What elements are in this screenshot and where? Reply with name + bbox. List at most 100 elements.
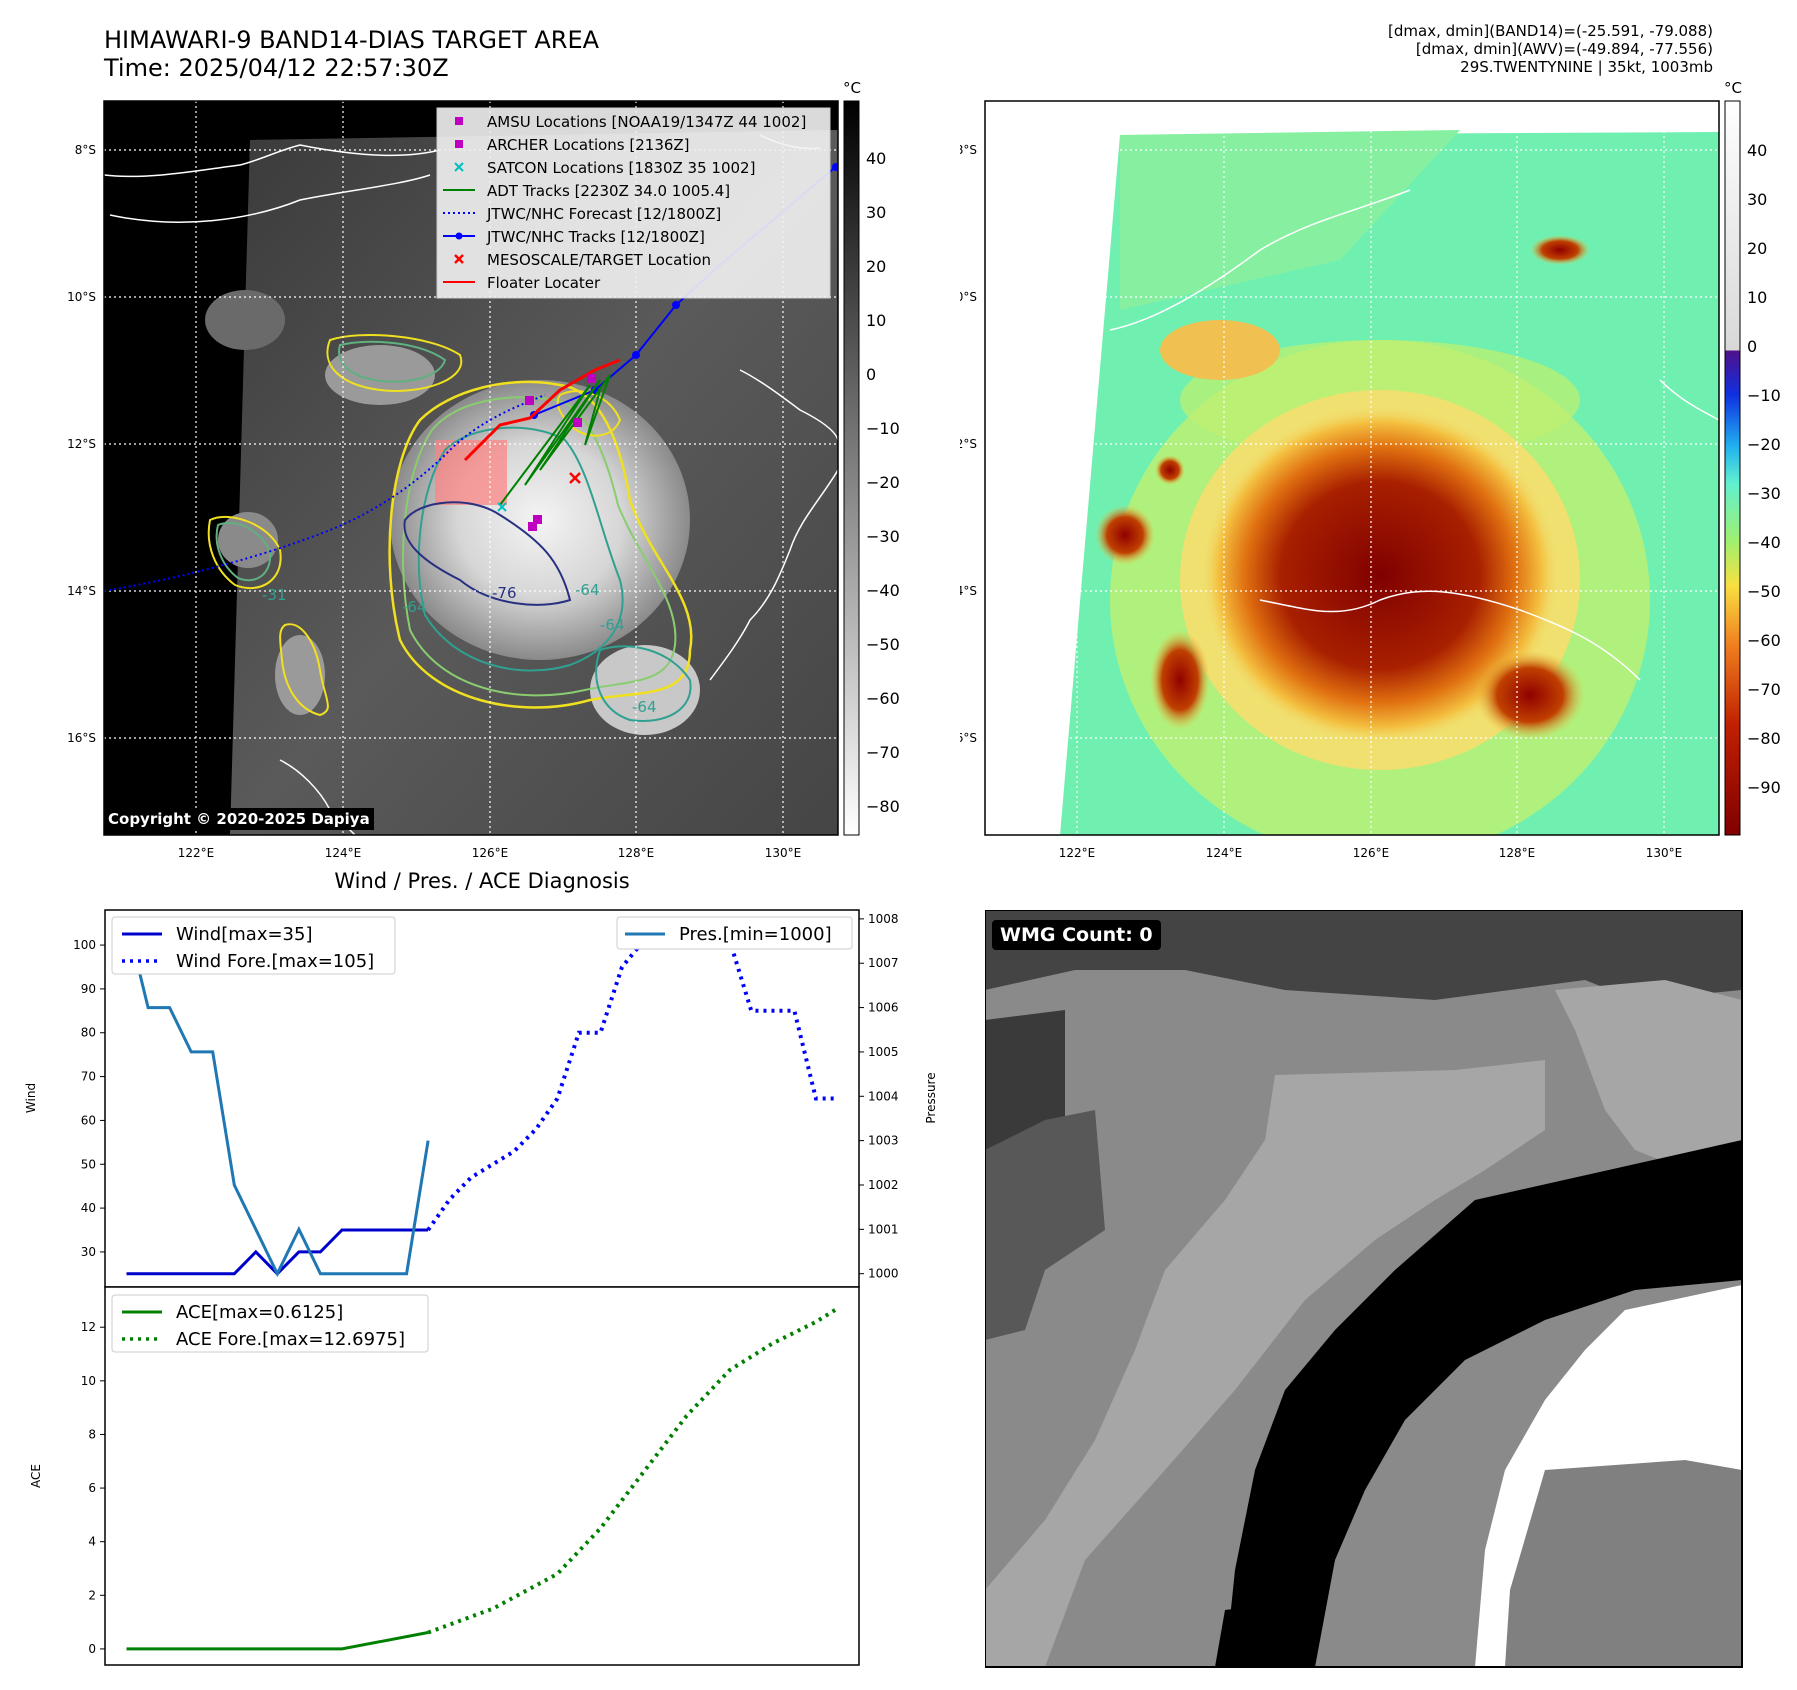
legend-mesoscale: MESOSCALE/TARGET Location <box>487 251 711 269</box>
ace-axis-label: ACE <box>29 1464 43 1488</box>
svg-text:−30: −30 <box>1747 484 1781 503</box>
y-tick-label: 30 <box>81 1245 96 1259</box>
series-line-pres <box>125 918 430 1278</box>
svg-text:10°S: 10°S <box>960 290 977 304</box>
svg-text:10°S: 10°S <box>67 290 96 304</box>
svg-text:−10: −10 <box>1747 386 1781 405</box>
pressure-axis-label: Pressure <box>924 1072 938 1123</box>
diagnosis-panel: Wind / Pres. / ACE Diagnosis 30405060708… <box>24 869 938 1666</box>
series-line-ace <box>126 1631 429 1651</box>
svg-text:0: 0 <box>866 365 876 384</box>
y2-tick-label: 1008 <box>868 912 899 926</box>
target-location-marker <box>569 472 581 484</box>
wind-axis-label: Wind <box>24 1083 38 1113</box>
svg-text:0: 0 <box>1747 337 1757 356</box>
awv-colorbar <box>1724 100 1741 836</box>
y-tick-label: 60 <box>81 1113 96 1127</box>
y-tick-label: 80 <box>81 1026 96 1040</box>
svg-text:−20: −20 <box>866 473 900 492</box>
ir-map-panel: -31 -64 -76 -64 -64 -64 AMSU Locations [… <box>67 79 900 860</box>
svg-text:16°S: 16°S <box>960 731 977 745</box>
svg-text:−30: −30 <box>866 527 900 546</box>
svg-text:124°E: 124°E <box>1206 846 1243 860</box>
y-tick-label: 90 <box>81 982 96 996</box>
awv-colorbar-ticks: 40 30 20 10 0 −10 −20 −30 −40 −50 −60 −7… <box>1747 141 1781 797</box>
legend-amsu: AMSU Locations [NOAA19/1347Z 44 1002] <box>487 113 806 131</box>
wmg-panel <box>985 910 1743 1668</box>
svg-text:−20: −20 <box>1747 435 1781 454</box>
adt-tracks <box>499 374 611 506</box>
y-tick-label: 40 <box>81 1201 96 1215</box>
y2-tick-label: 1005 <box>868 1045 899 1059</box>
y-tick-label: 10 <box>81 1374 96 1388</box>
y-tick-label: 4 <box>88 1535 96 1549</box>
awv-map-panel: 8°S 10°S 12°S 14°S 16°S 122°E 124°E 126°… <box>960 80 1781 860</box>
floater-locater <box>463 358 621 462</box>
svg-text:14°S: 14°S <box>67 584 96 598</box>
awv-lat-labels: 8°S 10°S 12°S 14°S 16°S <box>960 143 977 745</box>
y-tick-label: 50 <box>81 1157 96 1171</box>
svg-text:122°E: 122°E <box>1059 846 1096 860</box>
y2-tick-label: 1007 <box>868 956 899 970</box>
svg-text:30: 30 <box>866 203 886 222</box>
y-tick-label: 8 <box>88 1427 96 1441</box>
y-tick-label: 100 <box>73 938 96 952</box>
legend-jtwc-tracks: JTWC/NHC Tracks [12/1800Z] <box>486 228 705 246</box>
svg-text:126°E: 126°E <box>472 846 509 860</box>
svg-text:−80: −80 <box>866 797 900 816</box>
stats-header: [dmax, dmin](BAND14)=(-25.591, -79.088)[… <box>1388 22 1713 76</box>
svg-text:8°S: 8°S <box>75 143 96 157</box>
y2-tick-label: 1003 <box>868 1134 899 1148</box>
svg-text:-64: -64 <box>600 616 625 634</box>
legend-floater: Floater Locater <box>487 274 601 292</box>
svg-text:-31: -31 <box>262 586 287 604</box>
svg-text:-76: -76 <box>492 584 517 602</box>
svg-text:12°S: 12°S <box>960 437 977 451</box>
svg-text:−40: −40 <box>866 581 900 600</box>
y-tick-label: 2 <box>88 1588 96 1602</box>
y2-tick-label: 1001 <box>868 1222 899 1236</box>
svg-text:40: 40 <box>866 149 886 168</box>
svg-text:130°E: 130°E <box>765 846 802 860</box>
wind-legend: Wind[max=35] Wind Fore.[max=105] <box>111 916 396 975</box>
awv-lon-labels: 122°E 124°E 126°E 128°E 130°E <box>1059 846 1683 860</box>
legend-wind-forecast: Wind Fore.[max=105] <box>176 951 374 972</box>
y2-tick-label: 1000 <box>868 1267 899 1281</box>
svg-text:128°E: 128°E <box>1499 846 1536 860</box>
svg-text:16°S: 16°S <box>67 731 96 745</box>
svg-text:10: 10 <box>1747 288 1767 307</box>
legend-ace: ACE[max=0.6125] <box>176 1302 343 1323</box>
svg-text:130°E: 130°E <box>1646 846 1683 860</box>
series-line-ace-fore <box>427 1306 839 1635</box>
awv-colorbar-unit: °C <box>1724 80 1742 97</box>
svg-text:-64: -64 <box>575 581 600 599</box>
series-line-wind-fore <box>426 925 838 1232</box>
svg-text:40: 40 <box>1747 141 1767 160</box>
svg-text:−70: −70 <box>866 743 900 762</box>
wmg-count-badge: WMG Count: 0 <box>992 920 1161 950</box>
svg-text:−60: −60 <box>1747 631 1781 650</box>
svg-text:20: 20 <box>866 257 886 276</box>
svg-text:−50: −50 <box>1747 582 1781 601</box>
ir-lon-labels: 122°E 124°E 126°E 128°E 130°E <box>178 846 802 860</box>
copyright-badge: Copyright © 2020-2025 Dapiya <box>104 808 374 830</box>
y2-tick-label: 1002 <box>868 1178 899 1192</box>
contour-labels: -31 -64 -76 -64 -64 -64 <box>262 581 657 716</box>
svg-text:14°S: 14°S <box>960 584 977 598</box>
legend-jtwc-forecast: JTWC/NHC Forecast [12/1800Z] <box>486 205 721 223</box>
legend-archer: ARCHER Locations [2136Z] <box>487 136 690 154</box>
svg-text:12°S: 12°S <box>67 437 96 451</box>
svg-text:−50: −50 <box>866 635 900 654</box>
svg-text:-64: -64 <box>632 698 657 716</box>
amsu-archer-markers <box>525 374 596 531</box>
svg-text:−90: −90 <box>1747 778 1781 797</box>
figure-title: HIMAWARI-9 BAND14-DIAS TARGET AREA Time: … <box>104 26 600 82</box>
ir-colorbar <box>843 100 860 836</box>
legend-adt: ADT Tracks [2230Z 34.0 1005.4] <box>487 182 730 200</box>
legend-pressure: Pres.[min=1000] <box>679 924 832 945</box>
svg-text:8°S: 8°S <box>960 143 977 157</box>
y-tick-label: 0 <box>88 1642 96 1656</box>
ir-colorbar-ticks: 40 30 20 10 0 −10 −20 −30 −40 −50 −60 −7… <box>866 149 900 816</box>
wmg-image <box>985 910 1742 1667</box>
svg-text:−10: −10 <box>866 419 900 438</box>
